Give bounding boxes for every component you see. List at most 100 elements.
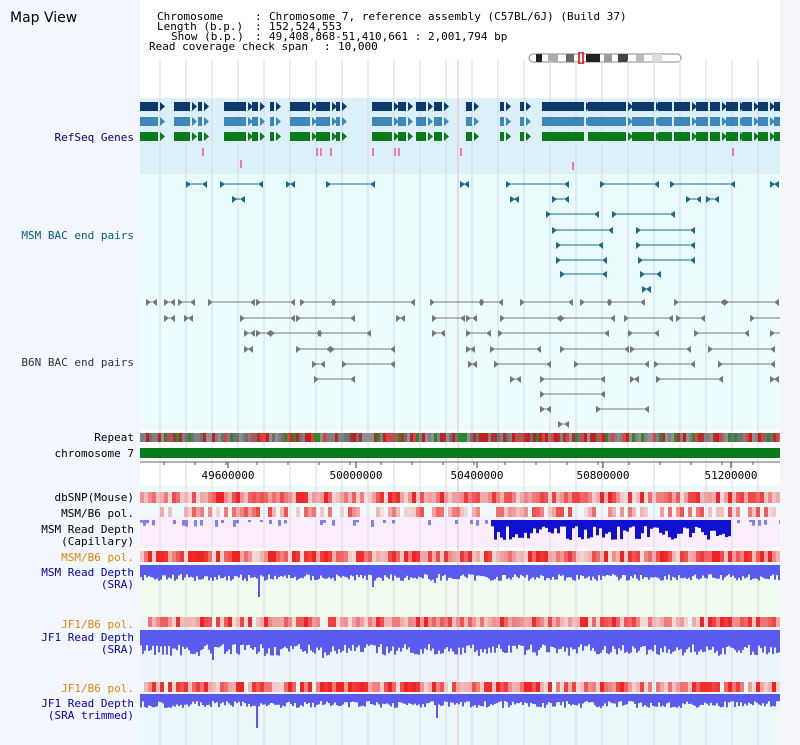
repeat-segment [443, 433, 446, 442]
msm-depth-bar [550, 565, 552, 580]
capillary-depth-bar [629, 520, 632, 528]
dbsnp-cell [504, 492, 508, 503]
label-repeat: Repeat [94, 431, 134, 444]
repeat-segment [416, 433, 419, 442]
repeat-segment [671, 433, 674, 442]
repeat-segment [467, 433, 470, 442]
msm-depth-bar [768, 565, 770, 580]
jf1-depth-bar [630, 630, 632, 653]
jf1-depth-bar [580, 630, 582, 645]
msm-depth-bar [716, 565, 718, 579]
msm-pol-cell [512, 507, 516, 517]
jf1-trim-depth-bar [694, 694, 696, 706]
repeat-segment [551, 433, 554, 442]
gene-arrow [692, 132, 697, 141]
repeat-segment [539, 433, 542, 442]
repeat-segment [275, 433, 278, 442]
msm-bac-track[interactable] [186, 181, 779, 293]
bac-end-marker [656, 271, 661, 278]
msm-depth-bar [182, 565, 184, 581]
msm-depth-bar [544, 565, 546, 581]
msm-pol-cell [392, 507, 396, 517]
jf1-pol-cell [308, 617, 312, 627]
dbsnp-cell [480, 492, 484, 503]
msm-depth-bar [388, 565, 390, 580]
repeat-track[interactable] [140, 433, 780, 442]
jf1-depth-bar [658, 630, 660, 655]
msm-depth-bar [178, 565, 180, 576]
jf1-trim-depth-bar [394, 694, 396, 708]
jf1-pol-cell [772, 617, 776, 627]
capillary-depth-bar [575, 520, 578, 527]
refseq-genes-track[interactable] [140, 102, 780, 170]
msm-depth-bar [334, 565, 336, 581]
msm-pol-cell [500, 507, 504, 517]
chromosome-ideogram[interactable] [528, 52, 684, 64]
jf1-trim-depth-bar [462, 694, 464, 707]
msm-pol-cell [664, 551, 668, 562]
jf1-trim-depth-bar [636, 694, 638, 708]
repeat-segment [197, 433, 200, 442]
jf1-pol-cell [692, 682, 696, 692]
msm-pol-cell [244, 507, 248, 517]
refseq-tick [316, 148, 318, 156]
b6n-bac-track[interactable] [146, 299, 780, 428]
jf1-pol-cell [168, 682, 172, 692]
jf1-pol-cell [564, 617, 568, 627]
dbsnp-cell [728, 492, 732, 503]
jf1-trim-depth-bar [150, 694, 152, 707]
msm-depth-bar [478, 565, 480, 576]
msm-depth-bar [394, 565, 396, 576]
repeat-segment [317, 433, 320, 442]
jf1-trim-depth-bar [634, 694, 636, 704]
gene-block [658, 117, 672, 126]
dbsnp-cell [640, 492, 644, 503]
msm-pol-cell [592, 551, 596, 562]
gene-arrow [260, 102, 265, 111]
jf1-depth-bar [276, 630, 278, 656]
jf1-trim-depth-bar [452, 694, 454, 703]
msm-depth-bar [320, 565, 322, 576]
jf1-depth-bar [774, 630, 776, 648]
msm-pol-cell [472, 551, 476, 562]
jf1-depth-bar [412, 630, 414, 653]
jf1-depth-bar [588, 630, 590, 645]
jf1-depth-bar [772, 630, 774, 654]
repeat-segment [719, 433, 722, 442]
jf1-depth-bar [210, 630, 212, 654]
gene-block [520, 117, 524, 126]
jf1-trim-depth-bar [252, 694, 254, 706]
msm-depth-bar [508, 565, 510, 578]
jf1-pol-cell [764, 617, 768, 627]
msm-pol-cell [368, 551, 372, 562]
genome-track-canvas[interactable]: 49600000 50000000 50400000 50800000 51200000 [140, 0, 780, 745]
chromosome-bar[interactable] [140, 448, 780, 458]
bac-end-marker [708, 346, 713, 353]
msm-depth-bar [270, 565, 272, 579]
jf1-depth-bar [726, 630, 728, 648]
msm-pol-cell [556, 507, 560, 517]
capillary-depth-bar [146, 520, 149, 524]
msm-depth-bar [418, 565, 420, 577]
capillary-depth-bar [596, 520, 599, 536]
jf1-depth-bar [320, 630, 322, 648]
msm-depth-bar [474, 565, 476, 581]
msm-depth-bar [458, 565, 460, 580]
msm-depth-bar [774, 565, 776, 580]
gene-block [658, 102, 672, 111]
repeat-segment [641, 433, 644, 442]
bac-end-marker [270, 330, 275, 337]
jf1-pol-cell [640, 617, 644, 627]
jf1-depth-bar [556, 630, 558, 654]
repeat-segment [164, 433, 167, 442]
msm-depth-bar [202, 565, 204, 579]
gene-arrow [506, 132, 511, 141]
dbsnp-cell [612, 492, 616, 503]
jf1-pol-cell [256, 617, 260, 627]
repeat-segment [362, 433, 365, 442]
jf1-pol-cell [424, 682, 428, 692]
jf1-pol-cell [700, 617, 704, 627]
dbsnp-cell [276, 492, 280, 503]
jf1-pol-cell [204, 682, 208, 692]
msm-depth-bar [648, 565, 650, 580]
